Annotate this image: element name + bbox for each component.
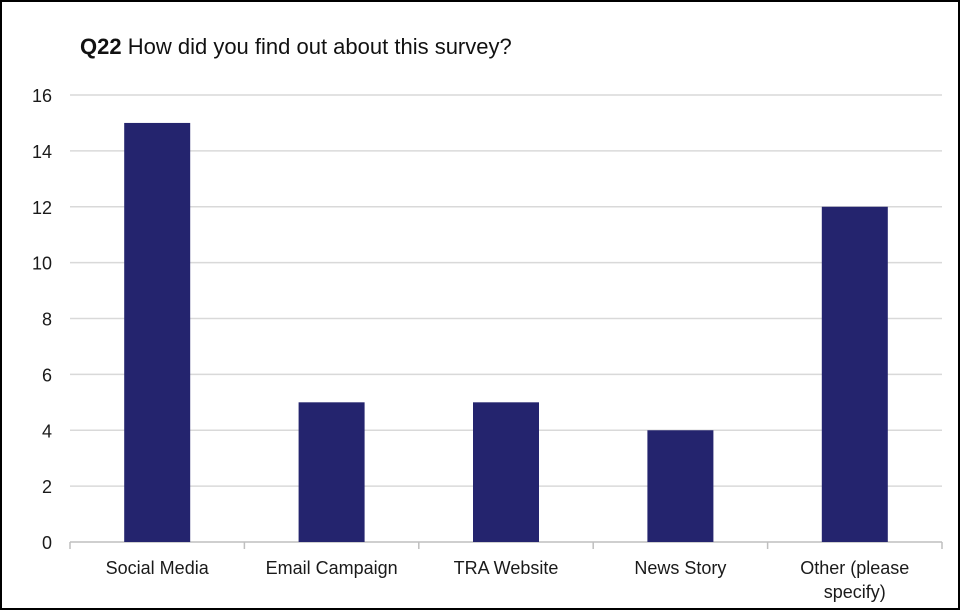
y-tick-label: 4 (42, 421, 52, 441)
y-tick-label: 8 (42, 310, 52, 330)
x-tick-label: Other (please (800, 558, 909, 578)
bar (124, 122, 191, 542)
bar (473, 402, 539, 542)
y-tick-label: 6 (42, 365, 52, 385)
chart-title-question-number: Q22 (80, 34, 122, 59)
y-tick-label: 16 (32, 86, 52, 106)
bar (298, 402, 365, 542)
y-tick-label: 2 (42, 477, 52, 497)
y-tick-label: 0 (42, 533, 52, 553)
x-tick-label: TRA Website (454, 558, 559, 578)
x-tick-label: specify) (824, 582, 886, 602)
x-tick-label: News Story (634, 558, 726, 578)
y-tick-label: 12 (32, 198, 52, 218)
chart-title-text: How did you find out about this survey? (127, 34, 512, 59)
bar (647, 430, 714, 542)
chart-title: Q22 How did you find out about this surv… (80, 34, 512, 60)
bar (821, 206, 888, 542)
x-tick-label: Email Campaign (266, 558, 398, 578)
y-tick-label: 10 (32, 254, 52, 274)
x-tick-label: Social Media (106, 558, 210, 578)
y-tick-label: 14 (32, 142, 52, 162)
